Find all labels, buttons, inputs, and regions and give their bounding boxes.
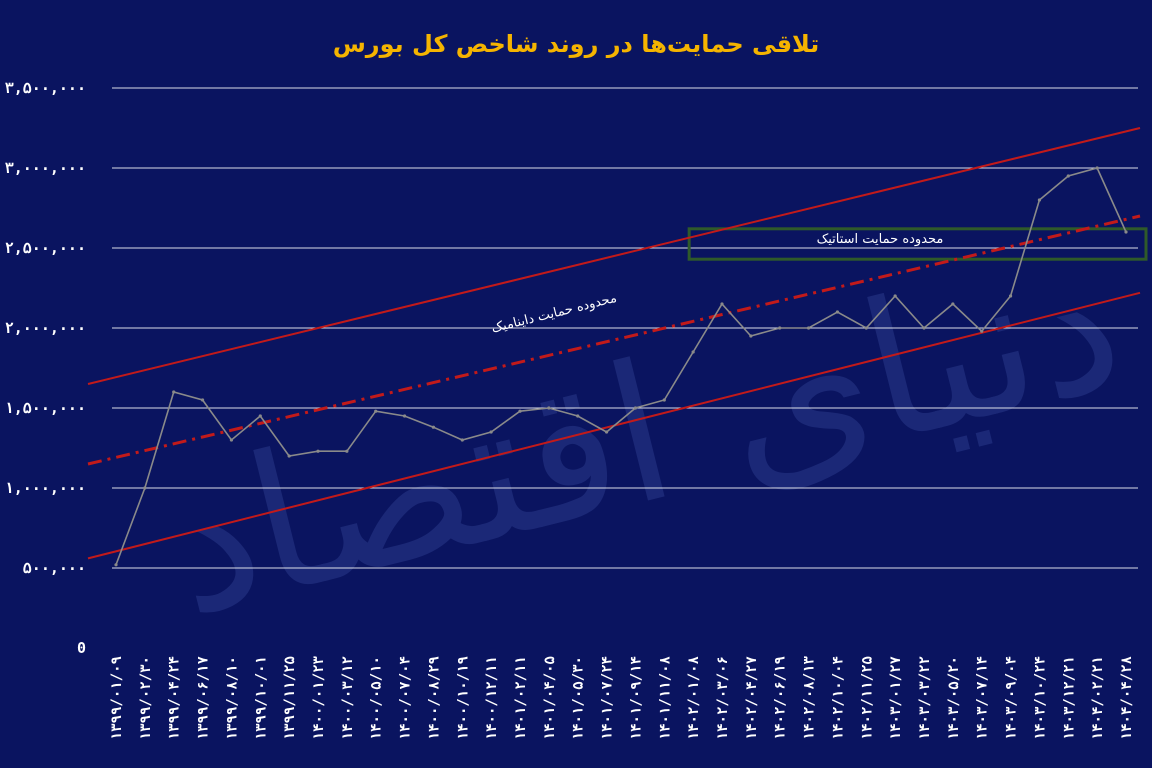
data-point: [1095, 166, 1099, 170]
data-point: [143, 486, 147, 490]
data-point: [287, 454, 291, 458]
data-point: [518, 409, 522, 413]
x-tick-label: ۱۳۹۹/۰۲/۳۰: [138, 656, 154, 740]
data-point: [460, 438, 464, 442]
data-point: [1124, 230, 1128, 234]
data-point: [229, 438, 234, 442]
x-tick-label: ۱۴۰۱/۰۲/۱۱: [513, 656, 529, 740]
data-point: [316, 449, 320, 453]
x-tick-label: ۱۴۰۲/۰۳/۰۶: [715, 656, 731, 740]
chart-title: تلاقی حمایت‌ها در روند شاخص کل بورس: [333, 30, 820, 58]
x-tick-label: ۱۴۰۱/۰۴/۰۵: [542, 656, 558, 740]
data-point: [806, 326, 811, 330]
data-point: [114, 563, 118, 567]
x-tick-label: ۱۴۰۰/۰۷/۰۴: [398, 656, 414, 740]
data-point: [345, 449, 349, 453]
data-point: [374, 409, 378, 413]
data-point: [431, 425, 436, 429]
data-point: [1037, 198, 1042, 202]
data-point: [778, 326, 782, 330]
y-tick-label: 0: [77, 639, 86, 657]
y-tick-label: ۱,۰۰۰,۰۰۰: [5, 479, 86, 497]
x-tick-label: ۱۴۰۲/۰۴/۲۷: [744, 656, 760, 740]
x-tick-label: ۱۳۹۹/۰۱/۰۹: [109, 656, 125, 740]
x-axis: ۱۳۹۹/۰۱/۰۹ ۱۳۹۹/۰۲/۳۰ ۱۳۹۹/۰۴/۲۴ ۱۳۹۹/۰۶/۱۷…: [109, 655, 1135, 740]
x-tick-label: ۱۴۰۰/۰۸/۲۹: [426, 656, 442, 740]
data-point: [604, 430, 609, 434]
data-point: [951, 302, 955, 306]
data-point: [1066, 174, 1070, 178]
dynamic-support-line: [87, 214, 1141, 466]
index-line: [115, 167, 1127, 566]
x-tick-label: ۱۴۰۰/۰۳/۱۲: [340, 656, 356, 740]
watermark: دنیای اقتصاد: [146, 210, 1141, 659]
x-tick-label: ۱۴۰۰/۱۰/۱۹: [455, 656, 471, 740]
x-tick-label: ۱۴۰۳/۱۲/۲۱: [1061, 656, 1077, 740]
x-tick-label: ۱۴۰۱/۰۵/۳۰: [571, 656, 587, 740]
y-tick-label: ۳,۰۰۰,۰۰۰: [5, 159, 86, 177]
y-tick-label: ۵۰۰,۰۰۰: [23, 559, 86, 577]
static-support-label: محدوده حمایت استاتیک: [817, 232, 944, 247]
x-tick-label: ۱۴۰۴/۰۲/۲۱: [1090, 656, 1106, 740]
x-tick-label: ۱۴۰۱/۱۱/۰۸: [657, 656, 673, 740]
data-point: [489, 430, 493, 434]
x-tick-label: ۱۳۹۹/۰۴/۲۴: [167, 656, 183, 740]
x-tick-label: ۱۴۰۲/۰۶/۱۹: [773, 656, 789, 740]
x-tick-label: ۱۳۹۹/۰۸/۱۰: [224, 656, 240, 740]
x-tick-label: ۱۴۰۰/۰۵/۱۰: [369, 656, 385, 740]
data-point: [402, 414, 407, 418]
data-point: [864, 326, 868, 330]
upper-channel-line: [87, 127, 1141, 385]
data-point: [662, 398, 666, 402]
x-tick-label: ۱۴۰۰/۰۱/۲۳: [311, 655, 327, 740]
y-tick-label: ۲,۵۰۰,۰۰۰: [5, 239, 86, 257]
data-point: [633, 406, 638, 410]
y-tick-label: ۱,۵۰۰,۰۰۰: [5, 399, 86, 417]
x-tick-label: ۱۴۰۰/۱۲/۱۱: [484, 656, 500, 740]
data-point: [576, 414, 580, 418]
x-tick-label: ۱۴۰۲/۰۸/۱۳: [802, 655, 818, 740]
x-tick-label: ۱۴۰۳/۱۰/۲۴: [1032, 656, 1048, 740]
y-axis: 0 ۵۰۰,۰۰۰ ۱,۰۰۰,۰۰۰ ۱,۵۰۰,۰۰۰ ۲,۰۰۰,۰۰۰ ۲,۵۰۰…: [5, 79, 86, 657]
grid: [112, 87, 1138, 569]
x-tick-label: ۱۴۰۲/۰۱/۰۸: [686, 656, 702, 740]
data-point: [835, 310, 840, 314]
data-point: [893, 294, 897, 298]
x-tick-label: ۱۴۰۲/۱۱/۲۵: [859, 656, 875, 740]
static-support-zone: [687, 227, 1148, 261]
x-tick-label: ۱۴۰۲/۱۰/۰۴: [830, 656, 846, 740]
data-point: [258, 414, 262, 418]
x-tick-label: ۱۴۰۱/۰۹/۱۴: [628, 656, 644, 740]
data-point: [691, 350, 695, 354]
data-point: [200, 398, 205, 402]
data-point: [720, 302, 724, 306]
x-tick-label: ۱۳۹۹/۱۰/۰۱: [253, 656, 269, 740]
x-tick-label: ۱۳۹۹/۱۱/۲۵: [282, 656, 298, 740]
data-point: [1008, 294, 1013, 298]
data-point: [749, 334, 753, 338]
x-tick-label: ۱۴۰۴/۰۴/۲۸: [1119, 656, 1135, 740]
data-point: [547, 406, 551, 410]
data-point: [980, 329, 984, 333]
x-tick-label: ۱۴۰۳/۰۹/۰۴: [1004, 656, 1020, 740]
static-zone-box: [687, 227, 1148, 261]
series: [114, 166, 1128, 567]
x-tick-label: ۱۴۰۳/۰۷/۱۴: [975, 656, 991, 740]
x-tick-label: ۱۳۹۹/۰۶/۱۷: [196, 656, 212, 740]
x-tick-label: ۱۴۰۳/۰۱/۲۷: [888, 656, 904, 740]
data-point: [922, 326, 926, 330]
x-tick-label: ۱۴۰۱/۰۷/۲۴: [600, 656, 616, 740]
x-tick-label: ۱۴۰۳/۰۵/۲۰: [946, 656, 962, 740]
dynamic-support-label: محدوده حمایت دایناميک: [490, 291, 618, 337]
data-point: [172, 390, 176, 394]
x-tick-label: ۱۴۰۳/۰۳/۲۲: [917, 656, 933, 740]
y-tick-label: ۳,۵۰۰,۰۰۰: [5, 79, 86, 97]
y-tick-label: ۲,۰۰۰,۰۰۰: [5, 319, 86, 337]
